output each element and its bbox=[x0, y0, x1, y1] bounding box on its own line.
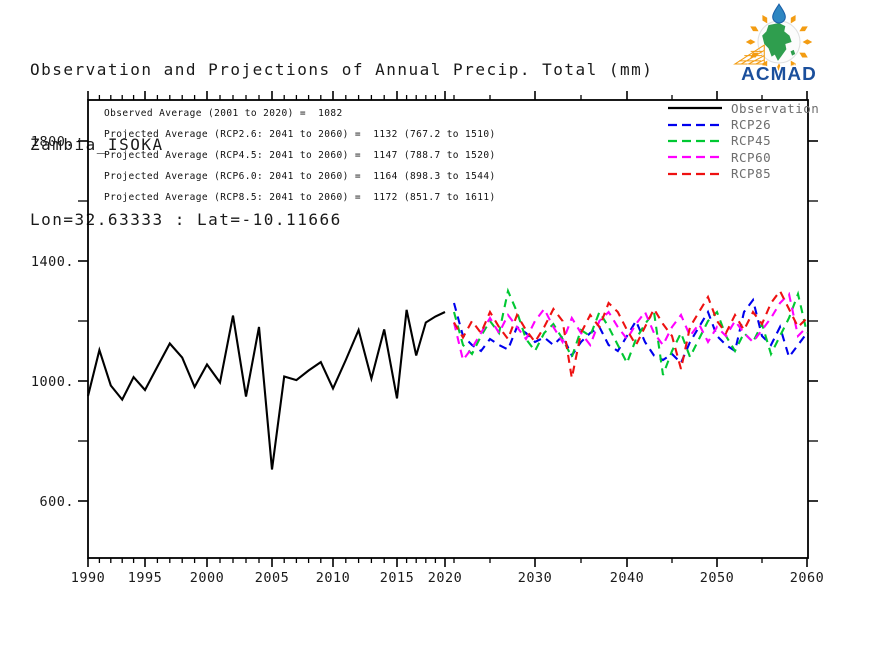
legend-item-rcp26: RCP26 bbox=[668, 116, 819, 132]
sun-rays-icon bbox=[745, 14, 813, 74]
acmad-logo: ACMAD bbox=[733, 3, 817, 84]
series-rcp85 bbox=[453, 289, 808, 379]
legend-item-rcp45: RCP45 bbox=[668, 133, 819, 149]
legend-label: RCP45 bbox=[731, 133, 772, 149]
sun-ray-icon bbox=[802, 39, 813, 45]
x-tick-label: 2005 bbox=[255, 570, 290, 586]
chart-title: Observation and Projections of Annual Pr… bbox=[30, 60, 654, 79]
x-tick-label: 2030 bbox=[518, 570, 553, 586]
sun-ray-icon bbox=[762, 14, 768, 24]
x-tick-label: 2050 bbox=[700, 570, 735, 586]
chart-station: Zambia_ISOKA bbox=[30, 135, 164, 154]
legend-item-rcp60: RCP60 bbox=[668, 149, 819, 165]
x-tick-label: 2020 bbox=[428, 570, 463, 586]
chart-title-block: Observation and Projections of Annual Pr… bbox=[30, 7, 653, 282]
sun-ray-icon bbox=[799, 52, 808, 58]
series-rcp60 bbox=[452, 291, 808, 363]
legend-line-sample bbox=[668, 123, 722, 126]
legend-line-sample bbox=[668, 107, 722, 110]
y-tick-label: 600. bbox=[39, 494, 74, 510]
annotation-line: Projected Average (RCP8.5: 2041 to 2060)… bbox=[104, 192, 496, 203]
x-tick-label: 1995 bbox=[128, 570, 163, 586]
x-tick-label: 2060 bbox=[790, 570, 825, 586]
sun-ray-icon bbox=[799, 26, 808, 32]
y-tick-label: 1400. bbox=[31, 254, 74, 270]
x-tick-label: 2040 bbox=[610, 570, 645, 586]
acmad-logo-text: ACMAD bbox=[741, 64, 817, 84]
annotation-line: Projected Average (RCP2.6: 2041 to 2060)… bbox=[104, 129, 496, 140]
sun-ray-icon bbox=[776, 63, 782, 74]
legend-line-sample bbox=[668, 156, 722, 159]
legend-label: Observation bbox=[731, 100, 820, 116]
water-drop-icon bbox=[772, 3, 786, 24]
sun-ray-icon bbox=[790, 60, 796, 69]
annotation-line: Projected Average (RCP4.5: 2041 to 2060)… bbox=[104, 150, 496, 161]
x-tick-label: 2010 bbox=[316, 570, 351, 586]
legend-label: RCP60 bbox=[731, 149, 772, 165]
madagascar-icon bbox=[790, 49, 796, 56]
sun-ray-icon bbox=[790, 14, 796, 24]
legend-line-sample bbox=[668, 172, 722, 175]
chart-location: Lon=32.63333 : Lat=-10.11666 bbox=[30, 210, 342, 229]
legend: Observation RCP26 RCP45 RCP60 RCP85 bbox=[668, 100, 819, 182]
sun-ray-icon bbox=[745, 39, 756, 45]
legend-label: RCP85 bbox=[731, 166, 772, 182]
legend-label: RCP26 bbox=[731, 117, 772, 133]
annotation-line: Observed Average (2001 to 2020) = 1082 bbox=[104, 108, 343, 119]
x-tick-label: 2000 bbox=[190, 570, 225, 586]
africa-icon bbox=[762, 23, 792, 61]
series-observation bbox=[86, 309, 446, 470]
plot-border bbox=[87, 99, 809, 559]
sun-ray-icon bbox=[762, 60, 768, 69]
x-tick-label: 1990 bbox=[71, 570, 106, 586]
legend-item-rcp85: RCP85 bbox=[668, 166, 819, 182]
triangle-mesh-icon bbox=[733, 44, 765, 65]
y-tick-label: 1000. bbox=[31, 374, 74, 390]
x-tick-label: 2015 bbox=[380, 570, 415, 586]
legend-item-observation: Observation bbox=[668, 100, 819, 116]
series-rcp26 bbox=[452, 297, 808, 365]
sun-ray-icon bbox=[750, 26, 759, 32]
annotation-line: Projected Average (RCP6.0: 2041 to 2060)… bbox=[104, 171, 496, 182]
legend-line-sample bbox=[668, 139, 722, 143]
average-annotations: Observed Average (2001 to 2020) = 1082 Pr… bbox=[104, 103, 496, 208]
y-tick-label: 1800. bbox=[31, 134, 74, 150]
